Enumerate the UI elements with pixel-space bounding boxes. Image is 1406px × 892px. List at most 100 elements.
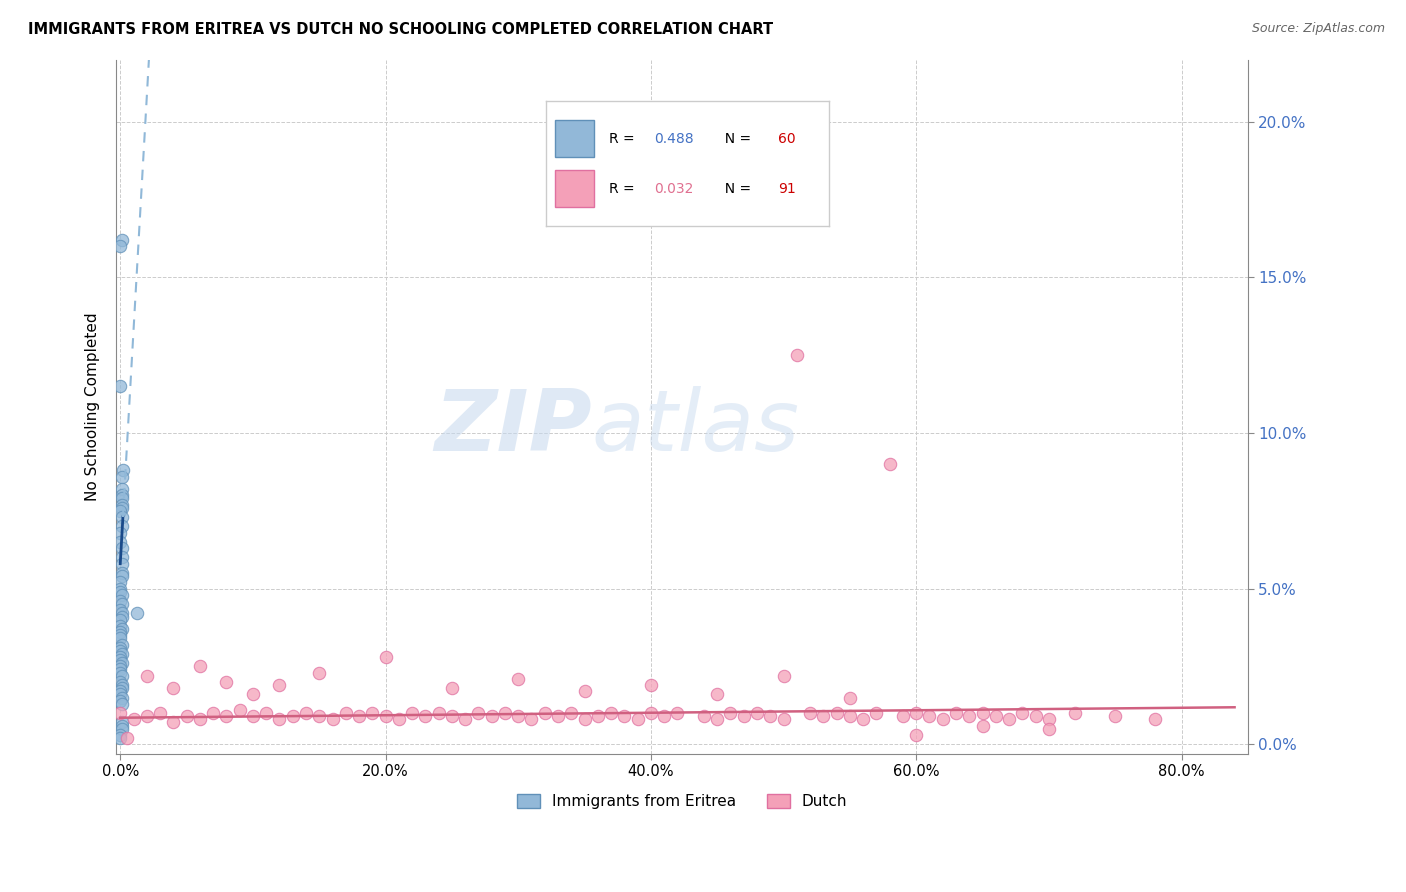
- Point: [269, 712, 291, 726]
- Point: [706, 712, 728, 726]
- Point: [693, 709, 716, 723]
- Point: [110, 644, 132, 658]
- Point: [440, 709, 463, 723]
- Point: [110, 632, 132, 646]
- Point: [110, 728, 132, 742]
- Point: [110, 678, 132, 692]
- Point: [110, 684, 132, 698]
- Text: atlas: atlas: [592, 386, 800, 469]
- Point: [110, 681, 132, 695]
- Point: [110, 657, 132, 671]
- Point: [759, 709, 782, 723]
- Point: [110, 718, 132, 732]
- Text: IMMIGRANTS FROM ERITREA VS DUTCH NO SCHOOLING COMPLETED CORRELATION CHART: IMMIGRANTS FROM ERITREA VS DUTCH NO SCHO…: [28, 22, 773, 37]
- Point: [110, 588, 132, 602]
- Point: [110, 498, 132, 512]
- Point: [972, 706, 994, 720]
- Point: [110, 687, 132, 701]
- Point: [547, 709, 569, 723]
- Point: [242, 709, 264, 723]
- Point: [281, 709, 304, 723]
- Point: [613, 709, 636, 723]
- Point: [110, 690, 132, 705]
- Point: [110, 650, 132, 665]
- Point: [110, 500, 132, 515]
- Point: [122, 712, 145, 726]
- Point: [745, 706, 768, 720]
- Point: [865, 706, 887, 720]
- Point: [1104, 709, 1126, 723]
- Point: [427, 706, 450, 720]
- Point: [110, 706, 132, 720]
- Point: [110, 693, 132, 707]
- Point: [110, 597, 132, 611]
- Point: [110, 603, 132, 617]
- Point: [998, 712, 1021, 726]
- Point: [110, 584, 132, 599]
- Point: [600, 706, 623, 720]
- Point: [110, 609, 132, 624]
- Point: [111, 463, 134, 477]
- Point: [415, 709, 437, 723]
- Point: [308, 709, 330, 723]
- Text: ZIP: ZIP: [434, 386, 592, 469]
- Point: [162, 715, 184, 730]
- Point: [879, 457, 901, 471]
- Point: [1038, 712, 1060, 726]
- Point: [110, 653, 132, 667]
- Point: [586, 709, 609, 723]
- Point: [335, 706, 357, 720]
- Point: [127, 607, 149, 621]
- Point: [481, 709, 503, 723]
- Point: [440, 681, 463, 695]
- Point: [1038, 722, 1060, 736]
- Point: [110, 628, 132, 642]
- Point: [110, 233, 132, 247]
- Point: [295, 706, 318, 720]
- Point: [813, 709, 835, 723]
- Point: [786, 348, 808, 362]
- Point: [520, 712, 543, 726]
- Point: [110, 469, 132, 483]
- Point: [508, 709, 530, 723]
- Point: [772, 712, 794, 726]
- Point: [825, 706, 848, 720]
- Point: [188, 659, 211, 673]
- Point: [110, 488, 132, 502]
- Point: [733, 709, 755, 723]
- Point: [110, 638, 132, 652]
- Point: [215, 675, 238, 690]
- Point: [905, 728, 928, 742]
- Point: [838, 690, 860, 705]
- Point: [401, 706, 423, 720]
- Point: [110, 697, 132, 711]
- Point: [110, 594, 132, 608]
- Point: [932, 712, 955, 726]
- Point: [720, 706, 742, 720]
- Point: [228, 703, 250, 717]
- Point: [374, 650, 396, 665]
- Point: [1011, 706, 1033, 720]
- Point: [110, 525, 132, 540]
- Point: [110, 379, 132, 393]
- Point: [110, 482, 132, 496]
- Point: [626, 712, 648, 726]
- Point: [533, 706, 555, 720]
- Point: [110, 731, 132, 745]
- Point: [891, 709, 914, 723]
- Point: [918, 709, 941, 723]
- Point: [110, 607, 132, 621]
- Point: [110, 491, 132, 506]
- Point: [110, 715, 132, 730]
- Point: [110, 557, 132, 571]
- Point: [574, 684, 596, 698]
- Point: [110, 669, 132, 683]
- Point: [640, 706, 662, 720]
- Point: [574, 712, 596, 726]
- Point: [110, 640, 132, 655]
- Point: [110, 665, 132, 680]
- Point: [454, 712, 477, 726]
- Point: [347, 709, 370, 723]
- Point: [135, 669, 157, 683]
- Point: [666, 706, 689, 720]
